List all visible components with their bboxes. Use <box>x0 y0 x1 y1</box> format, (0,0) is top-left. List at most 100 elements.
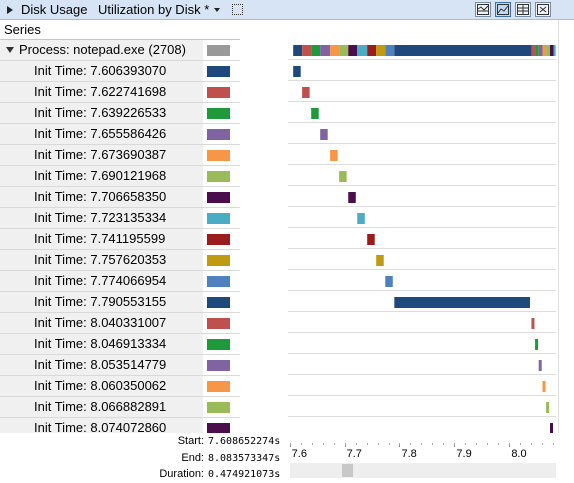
series-row[interactable]: Init Time: 8.060350062 <box>0 376 240 397</box>
summary-bar-segment[interactable] <box>385 45 395 56</box>
axis-minor-tick <box>355 443 357 445</box>
io-duration-bar[interactable] <box>357 213 365 224</box>
close-view-button[interactable] <box>535 2 551 17</box>
series-color-swatch <box>207 255 230 266</box>
series-legend: Series Process: notepad.exe (2708) Init T… <box>0 20 240 460</box>
series-row[interactable]: Init Time: 7.790553155 <box>0 292 240 313</box>
series-group-row[interactable]: Process: notepad.exe (2708) <box>0 40 240 61</box>
summary-bar-segment[interactable] <box>546 45 551 56</box>
series-label: Init Time: 7.706658350 <box>0 187 203 207</box>
series-label: Init Time: 8.060350062 <box>0 376 203 396</box>
summary-bar-segment[interactable] <box>531 45 536 56</box>
summary-bar-segment[interactable] <box>550 45 554 56</box>
axis-minor-tick <box>476 443 478 445</box>
axis-tick-label: 8.0 <box>511 448 527 460</box>
io-duration-bar[interactable] <box>311 108 319 119</box>
time-axis: 7.6 7.7 7.8 7.9 8.0 <box>288 443 556 463</box>
io-duration-bar[interactable] <box>542 381 546 392</box>
chevron-down-icon[interactable] <box>214 8 220 12</box>
io-duration-bar[interactable] <box>550 423 554 434</box>
axis-minor-tick <box>531 443 533 445</box>
io-duration-bar[interactable] <box>394 297 530 308</box>
io-duration-bar[interactable] <box>330 150 338 161</box>
io-duration-bar[interactable] <box>339 171 347 182</box>
series-label: Init Time: 8.040331007 <box>0 313 203 333</box>
summary-bar-segment[interactable] <box>339 45 349 56</box>
horizontal-scrollbar[interactable] <box>290 463 556 478</box>
axis-minor-tick <box>553 443 555 445</box>
end-value: 8.083573347s <box>208 453 281 464</box>
graph-table-view-button[interactable] <box>475 2 491 17</box>
axis-tick-mark <box>289 443 291 447</box>
series-row[interactable]: Init Time: 8.040331007 <box>0 313 240 334</box>
series-row[interactable]: Init Time: 7.741195599 <box>0 229 240 250</box>
view-title-bar: Disk Usage Utilization by Disk * <box>0 0 574 20</box>
series-label: Init Time: 7.690121968 <box>0 166 203 186</box>
series-row[interactable]: Init Time: 8.046913334 <box>0 334 240 355</box>
series-label: Init Time: 7.673690387 <box>0 145 203 165</box>
vertical-scroll-track[interactable] <box>558 20 574 483</box>
series-column-header[interactable]: Series <box>0 20 240 40</box>
summary-bar-segment[interactable] <box>302 45 312 56</box>
series-color-swatch <box>207 276 230 287</box>
table-only-view-icon <box>517 4 529 15</box>
io-duration-bar[interactable] <box>320 129 328 140</box>
summary-bar-segment[interactable] <box>320 45 331 56</box>
series-row[interactable]: Init Time: 7.774066954 <box>0 271 240 292</box>
axis-tick-mark <box>509 443 511 447</box>
io-duration-bar[interactable] <box>531 318 535 329</box>
series-row[interactable]: Init Time: 7.639226533 <box>0 103 240 124</box>
summary-bar-segment[interactable] <box>311 45 321 56</box>
axis-minor-tick <box>454 443 456 445</box>
io-duration-bar[interactable] <box>385 276 393 287</box>
io-duration-bar[interactable] <box>376 255 384 266</box>
preset-selector[interactable]: Utilization by Disk * <box>98 2 210 17</box>
series-label: Init Time: 7.757620353 <box>0 250 203 270</box>
summary-bar-segment[interactable] <box>293 45 303 56</box>
series-color-swatch <box>207 108 230 119</box>
scrollbar-thumb[interactable] <box>342 464 353 477</box>
series-row[interactable]: Init Time: 7.706658350 <box>0 187 240 208</box>
io-duration-bar[interactable] <box>546 402 550 413</box>
series-row[interactable]: Init Time: 7.757620353 <box>0 250 240 271</box>
summary-bar-segment[interactable] <box>535 45 539 56</box>
expand-arrow-icon[interactable] <box>6 47 14 53</box>
summary-bar-segment[interactable] <box>357 45 368 56</box>
gantt-chart-area[interactable] <box>240 20 558 480</box>
gantt-chart[interactable] <box>240 20 558 480</box>
series-row[interactable]: Init Time: 7.690121968 <box>0 166 240 187</box>
axis-minor-tick <box>410 443 412 445</box>
series-label: Init Time: 8.046913334 <box>0 334 203 354</box>
table-only-view-button[interactable] <box>515 2 531 17</box>
summary-bar-segment[interactable] <box>348 45 358 56</box>
summary-bar-segment[interactable] <box>553 45 556 56</box>
summary-bar-segment[interactable] <box>394 45 532 56</box>
series-row[interactable]: Init Time: 7.673690387 <box>0 145 240 166</box>
collapse-arrow-icon[interactable] <box>7 6 13 14</box>
summary-bar-segment[interactable] <box>538 45 543 56</box>
summary-bar-segment[interactable] <box>330 45 340 56</box>
summary-bar-segment[interactable] <box>367 45 377 56</box>
series-row[interactable]: Init Time: 8.066882891 <box>0 397 240 418</box>
io-duration-bar[interactable] <box>367 234 375 245</box>
series-row[interactable]: Init Time: 7.622741698 <box>0 82 240 103</box>
io-duration-bar[interactable] <box>293 66 301 77</box>
series-color-swatch <box>207 318 230 329</box>
series-label: Init Time: 7.639226533 <box>0 103 203 123</box>
io-duration-bar[interactable] <box>348 192 356 203</box>
series-row[interactable]: Init Time: 7.606393070 <box>0 61 240 82</box>
axis-minor-tick <box>344 443 346 445</box>
series-row[interactable]: Init Time: 7.723135334 <box>0 208 240 229</box>
summary-bar-segment[interactable] <box>542 45 547 56</box>
pin-icon[interactable] <box>232 4 243 15</box>
summary-bar-segment[interactable] <box>376 45 386 56</box>
axis-minor-tick <box>421 443 423 445</box>
axis-minor-tick <box>542 443 544 445</box>
graph-only-view-button[interactable] <box>495 2 511 17</box>
series-row[interactable]: Init Time: 8.053514779 <box>0 355 240 376</box>
series-row[interactable]: Init Time: 7.655586426 <box>0 124 240 145</box>
io-duration-bar[interactable] <box>535 339 539 350</box>
series-label: Init Time: 7.741195599 <box>0 229 203 249</box>
io-duration-bar[interactable] <box>538 360 542 371</box>
io-duration-bar[interactable] <box>302 87 310 98</box>
